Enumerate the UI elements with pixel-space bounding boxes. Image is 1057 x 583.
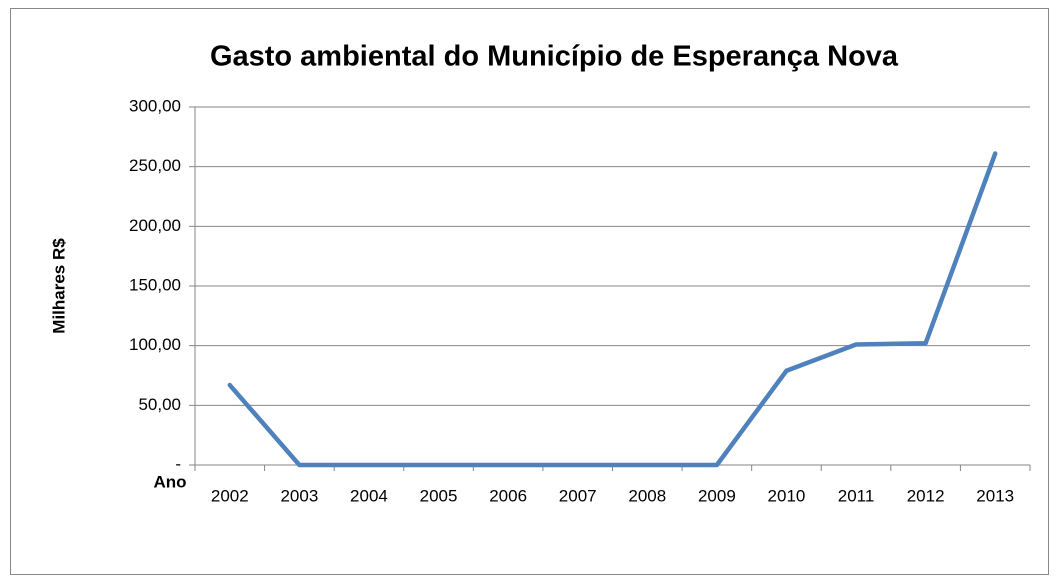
y-tick-label: 200,00: [129, 216, 181, 235]
y-tick-label: 300,00: [129, 96, 181, 115]
y-tick-label: 250,00: [129, 156, 181, 175]
x-tick-label: 2005: [420, 486, 458, 505]
y-axis-label: Milhares R$: [49, 238, 68, 334]
x-tick-label: 2011: [838, 486, 875, 505]
x-tick-label: 2006: [489, 486, 527, 505]
x-tick-label: 2007: [559, 486, 597, 505]
y-tick-label: 100,00: [129, 335, 181, 354]
x-axis-label: Ano: [153, 472, 186, 491]
x-tick-label: 2009: [698, 486, 736, 505]
line-series: [227, 151, 998, 468]
chart-border: [10, 8, 1049, 575]
y-tick-label: 150,00: [129, 275, 181, 294]
y-tick-label: 50,00: [138, 395, 181, 414]
x-tick-label: 2002: [211, 486, 249, 505]
x-tick-label: 2003: [280, 486, 318, 505]
x-tick-label: 2004: [350, 486, 388, 505]
x-tick-label: 2013: [976, 486, 1014, 505]
x-tick-label: 2008: [628, 486, 666, 505]
x-tick-label: 2012: [907, 486, 945, 505]
chart-title: Gasto ambiental do Município de Esperanç…: [210, 41, 899, 73]
y-tick-label: -: [175, 454, 181, 473]
x-tick-label: 2010: [768, 486, 806, 505]
